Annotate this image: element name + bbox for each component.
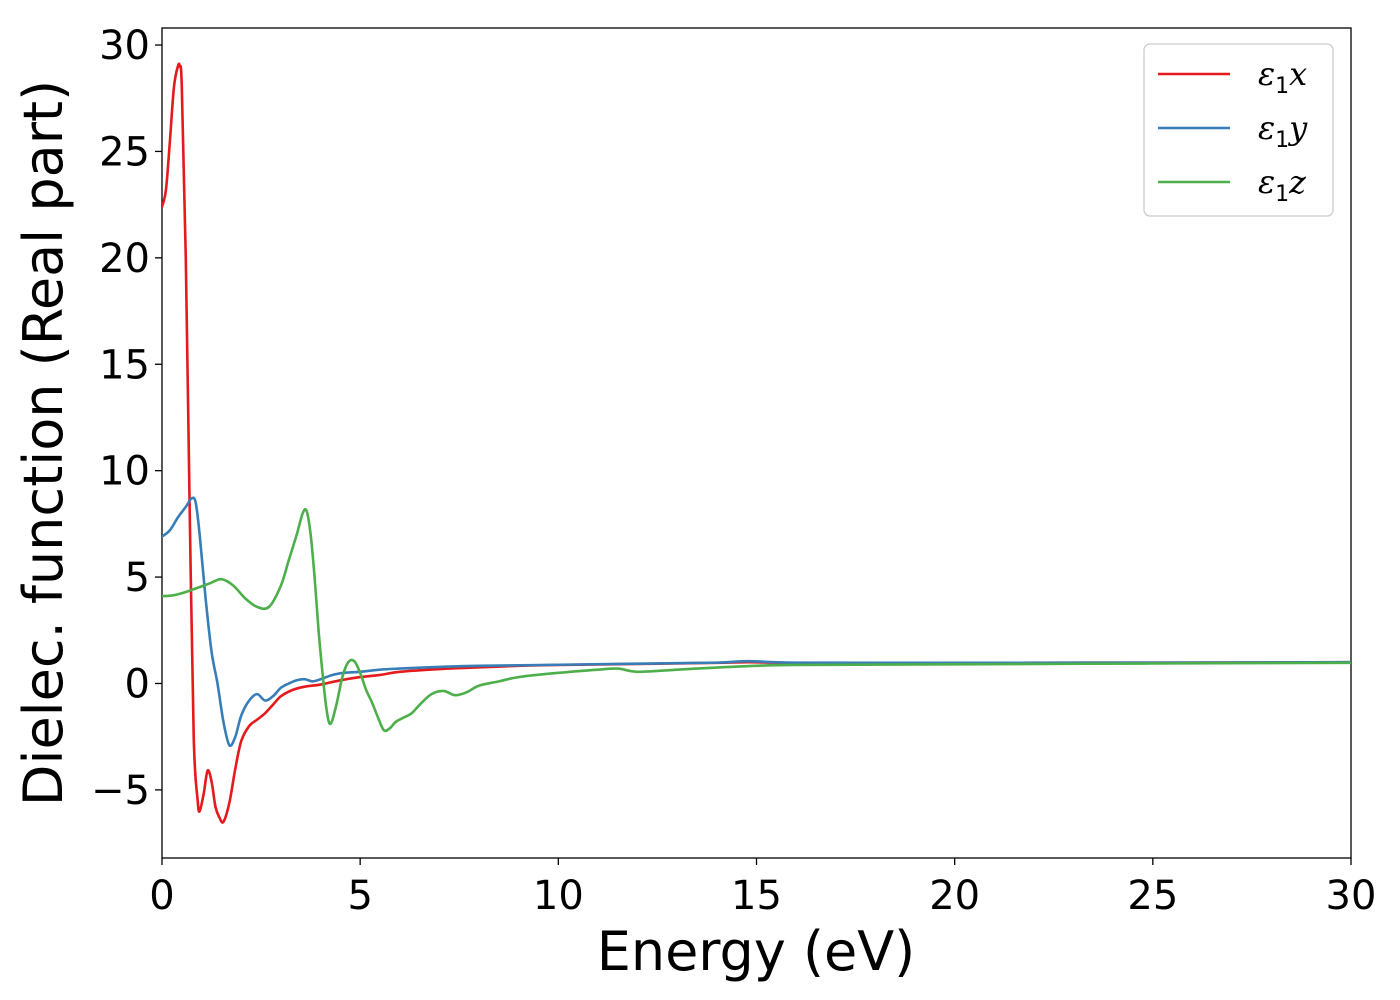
x-tick-label: 0	[149, 873, 174, 919]
x-tick-label: 30	[1326, 873, 1377, 919]
y-tick-label: 30	[99, 23, 150, 69]
legend-label: ε1y	[1258, 109, 1308, 153]
legend-label: ε1x	[1258, 55, 1307, 99]
y-axis-label: Dielec. function (Real part)	[12, 80, 75, 806]
legend: ε1x ε1y ε1z	[1143, 43, 1334, 217]
series-line-eps1y	[162, 496, 1351, 748]
legend-entry-eps1z: ε1z	[1158, 163, 1307, 207]
x-axis: 0 5 10 15 20 25 30	[149, 858, 1376, 919]
legend-entry-eps1y: ε1y	[1158, 109, 1308, 153]
legend-label: ε1z	[1258, 163, 1307, 207]
y-tick-label: 0	[125, 661, 150, 707]
y-tick-label: 20	[99, 236, 150, 282]
y-tick-label: 5	[125, 555, 150, 601]
x-tick-label: 20	[929, 873, 980, 919]
series-line-eps1z	[162, 507, 1351, 733]
y-tick-label: 25	[99, 129, 150, 175]
x-tick-label: 5	[347, 873, 372, 919]
y-axis: −5 0 5 10 15 20 25 30	[91, 23, 162, 814]
x-tick-label: 15	[731, 873, 782, 919]
legend-entry-eps1x: ε1x	[1158, 55, 1307, 99]
x-tick-label: 10	[533, 873, 584, 919]
x-tick-label: 25	[1127, 873, 1178, 919]
y-tick-label: 10	[99, 449, 150, 495]
y-tick-label: 15	[99, 342, 150, 388]
legend-box	[1143, 43, 1334, 217]
y-tick-label: −5	[91, 768, 150, 814]
x-axis-label: Energy (eV)	[597, 920, 916, 983]
series-lines	[162, 62, 1351, 824]
